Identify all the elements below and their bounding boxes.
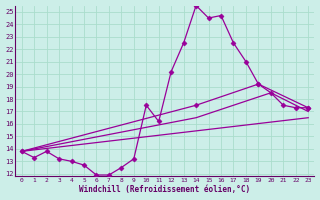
X-axis label: Windchill (Refroidissement éolien,°C): Windchill (Refroidissement éolien,°C) — [79, 185, 251, 194]
